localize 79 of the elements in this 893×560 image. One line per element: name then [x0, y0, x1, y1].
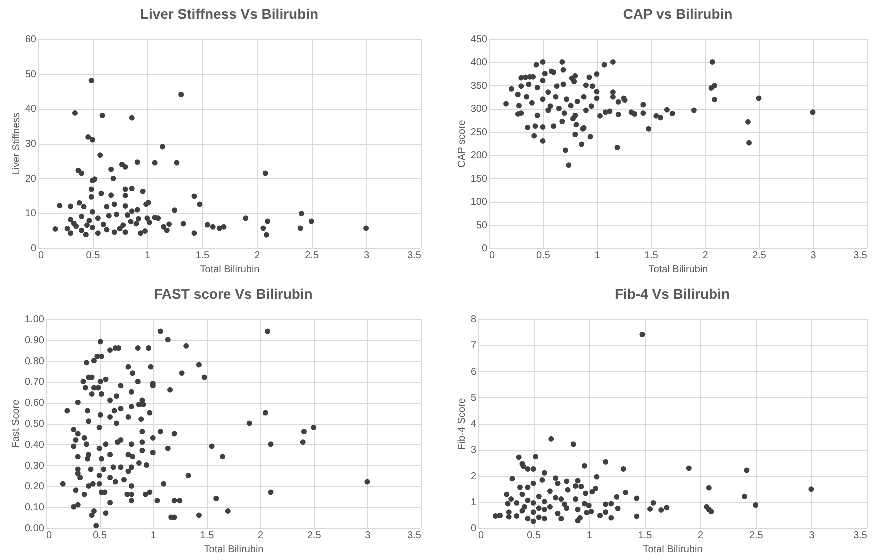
y-tick-label: 350	[470, 80, 488, 92]
x-tick-label: 3	[810, 250, 817, 262]
y-tick-label: 2	[470, 471, 477, 482]
x-tick-label: 1	[150, 530, 157, 542]
y-tick-label: 40	[25, 104, 37, 116]
x-tick-label: 2.5	[307, 530, 322, 542]
x-tick-label: 3	[365, 530, 372, 542]
y-tick-label: 250	[470, 127, 488, 138]
chart-title: Liver Stiffness Vs Bilirubin	[140, 6, 319, 22]
y-tick-label: 0.50	[25, 419, 45, 430]
x-axis-title: Total Bilirubin	[643, 544, 703, 556]
y-tick-label: 0.80	[25, 356, 45, 368]
y-tick-label: 400	[470, 58, 488, 69]
x-tick-label: 3.5	[854, 530, 868, 542]
y-tick-label: 50	[25, 69, 37, 80]
y-tick-label: 50	[476, 220, 488, 232]
y-tick-label: 60	[25, 34, 37, 46]
x-tick-label: 0.5	[93, 530, 108, 542]
x-tick-label: 0	[490, 250, 496, 262]
y-tick-label: 30	[25, 139, 37, 150]
x-tick-label: 2.5	[749, 530, 764, 542]
y-tick-label: 7	[470, 340, 477, 352]
x-tick-label: 0.5	[86, 250, 101, 262]
chart-title: Fib-4 Vs Bilirubin	[614, 286, 730, 302]
x-tick-label: 0	[46, 530, 52, 542]
y-tick-label: 0	[30, 244, 37, 254]
x-tick-label: 3	[364, 250, 370, 262]
y-tick-label: 0.10	[25, 502, 45, 514]
x-tick-label: 2	[702, 250, 709, 262]
y-tick-label: 0.20	[25, 482, 45, 493]
y-tick-label: 450	[470, 34, 488, 46]
x-tick-label: 3.5	[408, 250, 422, 262]
x-tick-label: 1.5	[644, 250, 659, 262]
x-tick-label: 2	[698, 530, 704, 542]
x-tick-label: 0.5	[536, 250, 551, 262]
y-tick-label: 200	[470, 150, 488, 162]
y-axis-title: Fib-4 Score	[456, 398, 468, 450]
chart-title: FAST score Vs Bilirubin	[154, 286, 313, 302]
x-axis-title: Total Bilirubin	[648, 264, 708, 276]
y-tick-label: 0.70	[25, 377, 45, 388]
x-tick-label: 0.5	[527, 530, 542, 542]
y-tick-label: 0.40	[25, 440, 45, 451]
y-tick-label: 150	[470, 174, 488, 185]
x-tick-label: 1	[594, 250, 601, 262]
y-tick-label: 0	[470, 524, 477, 534]
x-tick-label: 1	[586, 530, 593, 542]
y-axis-title: Liver Stiffness	[11, 112, 22, 176]
x-tick-label: 3	[809, 530, 816, 542]
y-tick-label: 300	[470, 104, 488, 116]
x-tick-label: 1.5	[638, 530, 653, 542]
y-tick-label: 20	[25, 174, 37, 185]
y-tick-label: 0.60	[25, 398, 45, 410]
y-tick-label: 3	[470, 445, 477, 456]
x-tick-label: 2	[254, 250, 261, 262]
y-tick-label: 5	[470, 392, 477, 404]
x-tick-label: 3.5	[854, 250, 868, 262]
y-tick-label: 6	[470, 366, 477, 378]
y-tick-label: 4	[470, 419, 477, 430]
y-axis-title: CAP score	[456, 120, 468, 168]
x-tick-label: 3.5	[408, 530, 422, 542]
x-tick-label: 1.5	[200, 530, 215, 542]
x-axis-title: Total Bilirubin	[200, 264, 260, 276]
x-tick-label: 1	[145, 250, 152, 262]
x-tick-label: 2	[258, 530, 264, 542]
x-tick-label: 2.5	[305, 250, 320, 262]
y-tick-label: 100	[470, 197, 488, 208]
y-tick-label: 1	[470, 497, 477, 508]
y-tick-label: 0.00	[25, 524, 45, 534]
y-tick-label: 10	[25, 208, 37, 220]
chart-title: CAP vs Bilirubin	[623, 6, 733, 22]
y-tick-label: 0	[482, 244, 488, 254]
y-tick-label: 8	[470, 314, 477, 326]
y-tick-label: 0.90	[25, 335, 45, 346]
y-tick-label: 1.00	[25, 314, 45, 326]
y-axis-title: Fast Score	[11, 399, 22, 448]
x-axis-title: Total Bilirubin	[204, 544, 264, 556]
x-tick-label: 2.5	[752, 250, 767, 262]
x-tick-label: 1.5	[196, 250, 210, 262]
y-tick-label: 0.30	[25, 460, 45, 472]
